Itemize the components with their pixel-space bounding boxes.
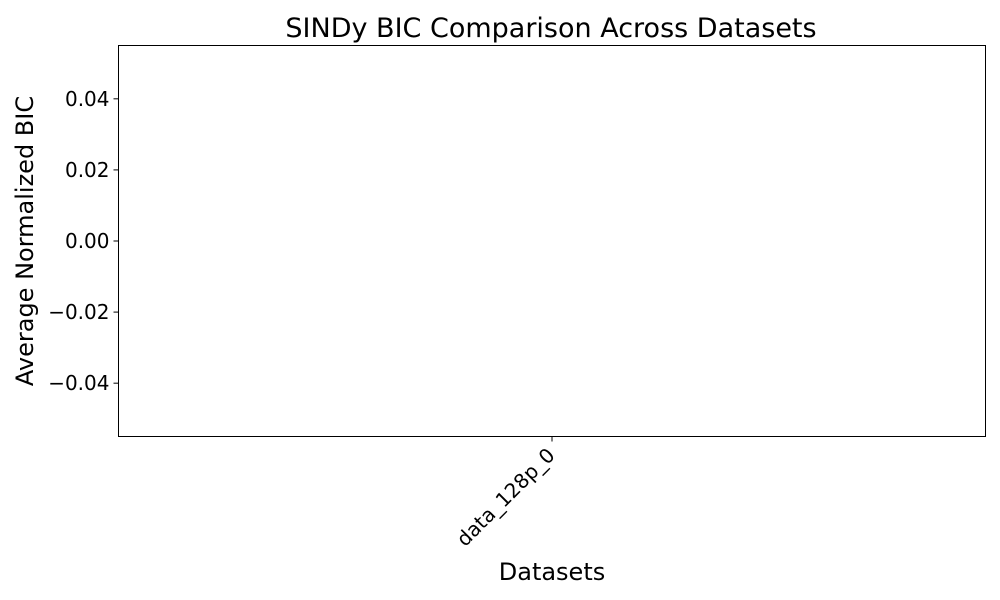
y-axis-label: Average Normalized BIC bbox=[11, 96, 39, 386]
y-tick-label: −0.02 bbox=[48, 300, 109, 324]
y-axis: 0.04 0.02 0.00 −0.02 −0.04 bbox=[48, 87, 119, 395]
chart-title: SINDy BIC Comparison Across Datasets bbox=[285, 13, 816, 44]
y-tick-label: 0.00 bbox=[65, 229, 110, 253]
y-tick-label: 0.02 bbox=[65, 158, 110, 182]
x-axis-label: Datasets bbox=[499, 558, 606, 586]
plot-area bbox=[118, 45, 986, 437]
x-tick-label: data_128p_0 bbox=[452, 443, 560, 551]
y-tick-label: 0.04 bbox=[65, 87, 110, 111]
y-tick-label: −0.04 bbox=[48, 371, 109, 395]
x-axis: data_128p_0 bbox=[452, 436, 560, 551]
